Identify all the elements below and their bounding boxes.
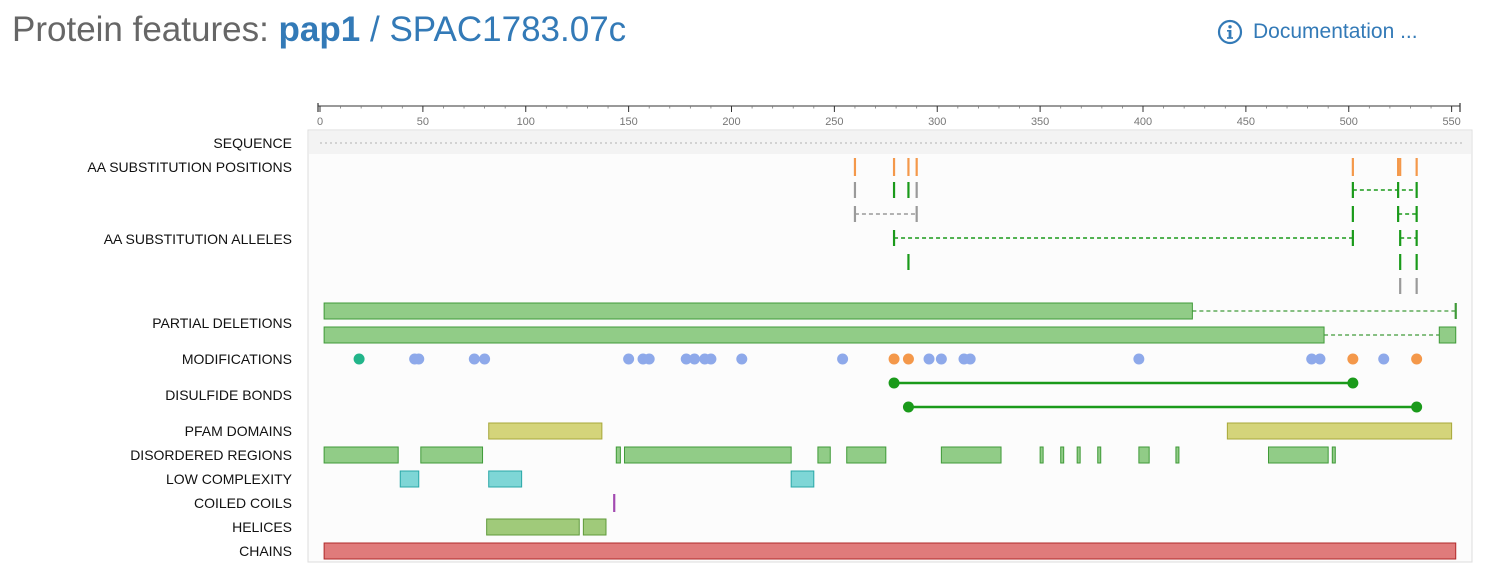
- disordered-region[interactable]: [323, 446, 399, 464]
- modification-point[interactable]: [643, 353, 655, 365]
- axis-tick-label: 50: [417, 116, 429, 128]
- modification-point[interactable]: [837, 353, 849, 365]
- pfam-domain[interactable]: [488, 422, 603, 440]
- disordered-region[interactable]: [846, 446, 887, 464]
- axis-tick-label: 450: [1237, 116, 1255, 128]
- helix[interactable]: [582, 518, 607, 536]
- disulfide-bond-end[interactable]: [1411, 401, 1423, 413]
- page-title: Protein features: pap1 / SPAC1783.07c: [12, 10, 626, 50]
- modification-point[interactable]: [1306, 353, 1318, 365]
- disordered-region[interactable]: [1268, 446, 1329, 464]
- modification-point[interactable]: [468, 353, 480, 365]
- documentation-label: Documentation ...: [1253, 20, 1418, 43]
- disulfide-bond-end[interactable]: [902, 401, 914, 413]
- modification-point[interactable]: [1378, 353, 1390, 365]
- systematic-id-link[interactable]: SPAC1783.07c: [389, 10, 627, 49]
- axis-tick-label: 300: [928, 116, 946, 128]
- modification-point[interactable]: [688, 353, 700, 365]
- title-separator: /: [369, 10, 380, 49]
- modification-point[interactable]: [1347, 353, 1359, 365]
- track-label-pfam-domains: PFAM DOMAINS: [185, 423, 292, 439]
- track-label-helices: HELICES: [232, 519, 292, 535]
- partial-deletion-segment[interactable]: [323, 302, 1193, 320]
- disordered-region[interactable]: [1138, 446, 1150, 464]
- axis-tick-label: 400: [1134, 116, 1152, 128]
- modification-point[interactable]: [902, 353, 914, 365]
- disordered-region[interactable]: [1060, 446, 1065, 464]
- track-label-modifications: MODIFICATIONS: [182, 351, 292, 367]
- track-label-sequence: SEQUENCE: [213, 135, 292, 151]
- helix[interactable]: [486, 518, 580, 536]
- gene-name-link[interactable]: pap1: [278, 10, 361, 49]
- disordered-region[interactable]: [420, 446, 484, 464]
- pfam-domain[interactable]: [1226, 422, 1453, 440]
- modification-point[interactable]: [888, 353, 900, 365]
- disordered-region[interactable]: [1076, 446, 1081, 464]
- chain[interactable]: [323, 542, 1457, 560]
- axis-tick-label: 150: [619, 116, 637, 128]
- axis-tick-label: 100: [517, 116, 535, 128]
- track-label-disulfide-bonds: DISULFIDE BONDS: [165, 387, 292, 403]
- modification-point[interactable]: [623, 353, 635, 365]
- title-prefix: Protein features:: [12, 10, 279, 49]
- disordered-region[interactable]: [817, 446, 831, 464]
- disordered-region[interactable]: [615, 446, 621, 464]
- track-panel: [307, 129, 1473, 563]
- track-label-chains: CHAINS: [239, 543, 292, 559]
- disulfide-bond-end[interactable]: [888, 377, 900, 389]
- position-axis: 0 50 100 150 200 250 300 350 400 450 500 550: [317, 103, 1461, 128]
- track-label-disordered-regions: DISORDERED REGIONS: [130, 447, 292, 463]
- low-complexity-region[interactable]: [399, 470, 420, 488]
- modification-point[interactable]: [923, 353, 935, 365]
- disulfide-bond-end[interactable]: [1347, 377, 1359, 389]
- track-label-coiled-coils: COILED COILS: [194, 495, 292, 511]
- modification-point[interactable]: [680, 353, 692, 365]
- track-label-aa-substitution-alleles: AA SUBSTITUTION ALLELES: [104, 231, 292, 247]
- disordered-region[interactable]: [1097, 446, 1102, 464]
- modification-point[interactable]: [1411, 353, 1423, 365]
- modification-point[interactable]: [736, 353, 748, 365]
- axis-tick-label: 0: [317, 116, 323, 128]
- track-label-partial-deletions: PARTIAL DELETIONS: [152, 315, 292, 331]
- modification-point[interactable]: [705, 353, 717, 365]
- disordered-region[interactable]: [1039, 446, 1044, 464]
- track-label-aa-substitution-positions: AA SUBSTITUTION POSITIONS: [87, 159, 292, 175]
- disordered-region[interactable]: [940, 446, 1002, 464]
- axis-tick-label: 550: [1442, 116, 1460, 128]
- partial-deletion-segment[interactable]: [1438, 326, 1457, 344]
- axis-tick-label: 200: [722, 116, 740, 128]
- modification-point[interactable]: [1133, 353, 1145, 365]
- modification-point[interactable]: [964, 353, 976, 365]
- documentation-link[interactable]: Documentation ...: [1217, 19, 1418, 45]
- modification-point[interactable]: [479, 353, 491, 365]
- modification-point[interactable]: [1314, 353, 1326, 365]
- disordered-region[interactable]: [624, 446, 792, 464]
- axis-tick-label: 500: [1340, 116, 1358, 128]
- info-circle-icon: [1217, 19, 1243, 45]
- disordered-region[interactable]: [1175, 446, 1180, 464]
- modification-point[interactable]: [413, 353, 425, 365]
- disordered-region[interactable]: [1331, 446, 1336, 464]
- axis-tick-label: 250: [825, 116, 843, 128]
- partial-deletion-segment[interactable]: [323, 326, 1325, 344]
- axis-tick-label: 350: [1031, 116, 1049, 128]
- modification-point[interactable]: [935, 353, 947, 365]
- modification-point[interactable]: [353, 353, 365, 365]
- track-label-low-complexity: LOW COMPLEXITY: [166, 471, 293, 487]
- low-complexity-region[interactable]: [488, 470, 523, 488]
- low-complexity-region[interactable]: [790, 470, 815, 488]
